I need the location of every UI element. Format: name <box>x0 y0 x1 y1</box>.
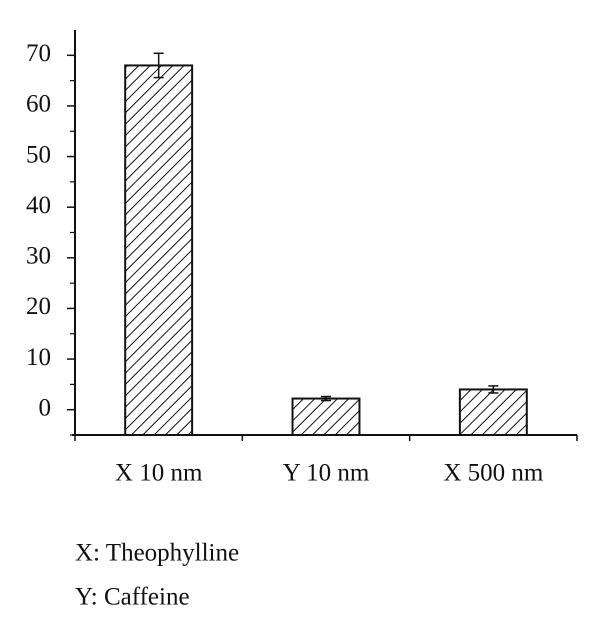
y-tick-label: 10 <box>26 344 51 371</box>
y-tick-label: 60 <box>26 91 51 118</box>
y-tick-label: 30 <box>26 243 51 270</box>
bar <box>458 388 528 436</box>
note: Y: Caffeine <box>75 584 190 611</box>
y-tick-label: 40 <box>26 192 51 219</box>
x-tick-label: X 10 nm <box>115 460 203 487</box>
error-bar <box>488 385 499 394</box>
error-bar <box>321 395 331 402</box>
y-tick-label: 50 <box>26 141 51 168</box>
bar <box>124 64 194 436</box>
bar <box>291 397 361 436</box>
note: X: Theophylline <box>75 540 239 567</box>
x-tick-label: Y 10 nm <box>283 460 370 487</box>
error-bar <box>153 52 164 79</box>
y-tick-label: 70 <box>26 40 51 67</box>
y-tick-label: 0 <box>39 394 52 421</box>
x-tick-label: X 500 nm <box>443 460 544 487</box>
y-tick-label: 20 <box>26 293 51 320</box>
